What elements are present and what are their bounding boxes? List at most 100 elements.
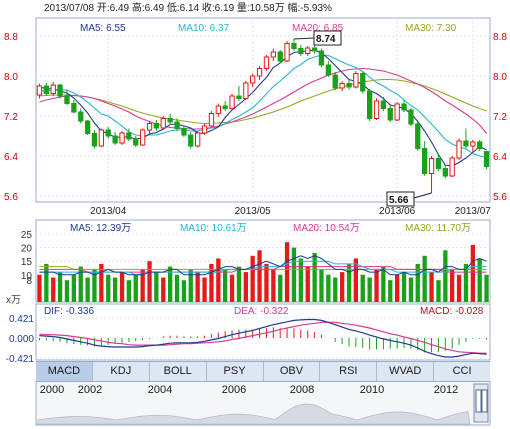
overview-left-handle[interactable]	[475, 389, 482, 413]
volume-bar	[154, 272, 159, 302]
candle-body	[195, 132, 201, 147]
volume-y-axis: 25 20 15 108	[21, 230, 33, 287]
candle-body	[229, 95, 235, 109]
candle-body	[201, 125, 208, 134]
price-tick-left-2: 7.2	[4, 112, 18, 123]
candle-body	[50, 84, 56, 94]
macd-tick-1: 0.000	[9, 334, 34, 345]
tab-cci[interactable]: CCI	[452, 365, 472, 377]
volume-bar	[243, 272, 248, 302]
price-ma10-line	[39, 54, 487, 159]
tab-boll[interactable]: BOLL	[150, 362, 207, 381]
candle-body	[339, 83, 345, 89]
volume-bar	[353, 258, 358, 302]
volume-bar	[99, 263, 104, 302]
overview-year-2010: 2010	[360, 384, 384, 396]
legend-ma5: MA5: 6.55	[80, 23, 126, 34]
tab-rsi[interactable]: RSI	[320, 362, 378, 381]
tab-obv[interactable]: OBV	[264, 362, 321, 381]
candle-body	[291, 43, 297, 49]
macd-tick-0: 0.421	[9, 314, 34, 325]
candle-body	[243, 82, 249, 99]
low-label: 5.66	[389, 195, 409, 206]
candle-body	[112, 135, 118, 144]
candle-body	[394, 103, 400, 121]
candle-body	[408, 109, 414, 125]
price-tick-left-1: 8.0	[4, 72, 18, 83]
volume-bar	[381, 266, 386, 302]
volume-bar	[126, 280, 131, 302]
candle-body	[167, 118, 173, 123]
header-quote: 2013/07/08 开:6.49 高:6.49 低:6.14 收:6.19 量…	[44, 1, 332, 14]
tab-wvad[interactable]: WVAD	[377, 362, 435, 381]
price-xlabel-1: 2013/05	[235, 206, 272, 217]
price-tick-left-4: 5.6	[4, 192, 18, 203]
candle-body	[222, 105, 228, 109]
macd-legend-macd: MACD: -0.028	[420, 306, 484, 317]
vol-legend-ma30: MA30: 11.70万	[405, 223, 471, 234]
candle-body	[463, 140, 469, 147]
volume-bar	[429, 272, 434, 302]
candle-body	[332, 74, 338, 89]
volume-bar	[312, 253, 317, 302]
candle-body	[98, 129, 104, 147]
volume-bars	[37, 242, 489, 302]
candle-body	[360, 73, 366, 92]
volume-bar	[78, 266, 83, 302]
price-tick-right-3: 6.4	[493, 152, 507, 163]
candle-body	[105, 129, 111, 137]
volume-bar	[346, 263, 352, 302]
tab-kdj[interactable]: KDJ	[93, 362, 150, 381]
volume-bar	[92, 269, 97, 302]
overview-year-2000: 2000	[40, 384, 64, 396]
candle-body	[91, 133, 98, 147]
volume-tick-2: 15	[21, 257, 33, 268]
legend-ma20: MA20: 6.85	[292, 23, 344, 34]
overview-year-2008: 2008	[290, 384, 314, 396]
volume-bar	[401, 272, 407, 302]
volume-bar	[57, 272, 63, 302]
volume-bar	[229, 274, 235, 302]
indicator-tabs: MACD KDJ BOLL PSY OBV RSI WVAD CCI	[36, 361, 490, 382]
candle-body	[284, 43, 290, 62]
overview-right-handle[interactable]	[481, 389, 488, 413]
volume-bar	[367, 277, 372, 302]
overview-year-labels: 2000 2002 2004 2006 2008 2010 2012	[40, 384, 458, 396]
price-y-axis-right: 8.8 8.0 7.2 6.4 5.6	[493, 32, 507, 203]
volume-bar	[291, 247, 297, 302]
candle-body	[367, 90, 373, 119]
volume-bar	[250, 255, 255, 302]
candle-body	[325, 64, 332, 76]
price-xlabel-3: 2013/07	[455, 206, 492, 217]
candle-body	[470, 141, 476, 147]
volume-bar	[161, 277, 166, 302]
candle-body	[140, 129, 146, 146]
candle-body	[456, 140, 462, 159]
candle-body	[153, 123, 159, 129]
volume-tick-0: 25	[21, 230, 33, 241]
volume-bar	[360, 274, 365, 302]
candle-body	[126, 132, 132, 140]
candle-body	[71, 103, 77, 113]
volume-bar	[298, 258, 303, 302]
price-tick-right-4: 5.6	[493, 192, 507, 203]
candle-body	[312, 47, 318, 52]
candle-body	[477, 141, 483, 149]
candle-body	[256, 68, 263, 77]
volume-tick-4: 8	[26, 276, 32, 287]
macd-legend-dif: DIF: -0.336	[44, 306, 94, 317]
price-tick-right-1: 8.0	[493, 72, 507, 83]
tab-psy[interactable]: PSY	[207, 362, 264, 381]
volume-bar	[147, 261, 152, 302]
candle-body	[415, 123, 421, 149]
volume-bar	[71, 274, 76, 302]
candle-body	[270, 51, 277, 58]
candle-body	[78, 111, 84, 122]
volume-bar	[119, 272, 125, 302]
candle-body	[181, 128, 187, 136]
tab-macd[interactable]: MACD	[36, 362, 93, 381]
candle-body	[305, 47, 311, 54]
candle-body	[36, 85, 43, 96]
vol-legend-ma20: MA20: 10.54万	[293, 223, 360, 234]
